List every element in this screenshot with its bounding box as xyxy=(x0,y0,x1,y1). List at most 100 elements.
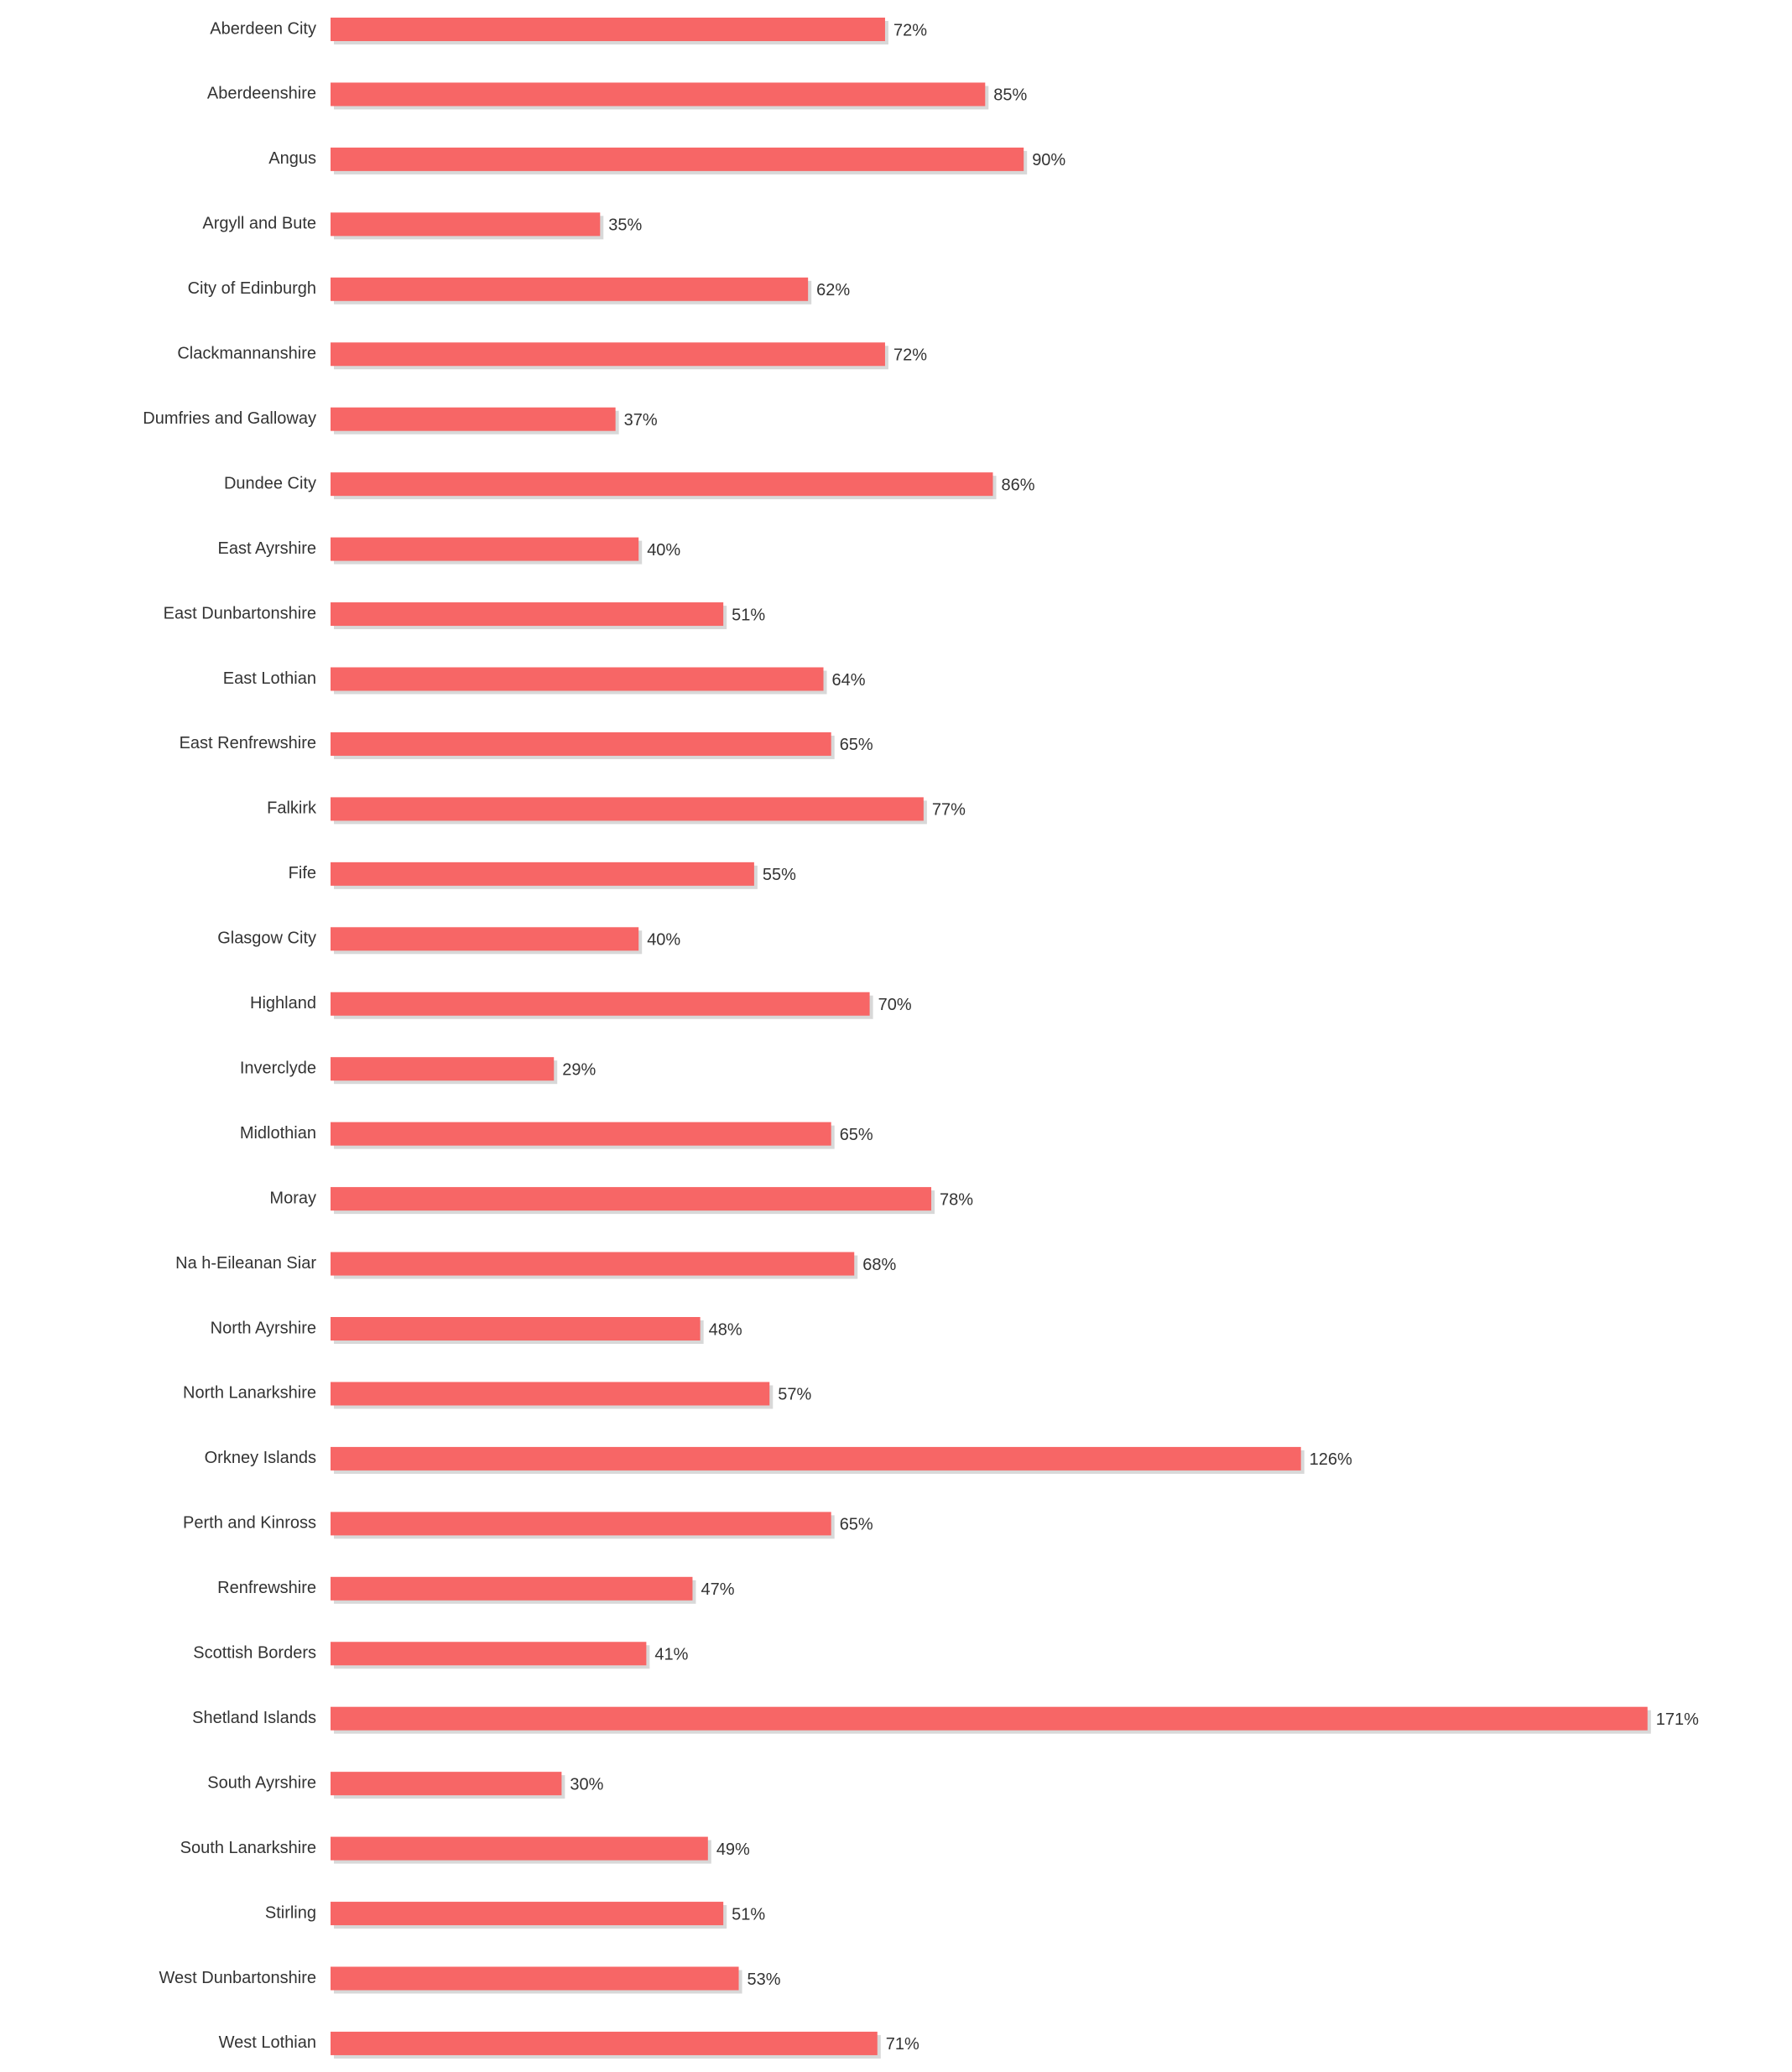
value-label: 35% xyxy=(608,216,642,235)
bar-aberdeen-city xyxy=(331,18,885,41)
bar-falkirk xyxy=(331,797,924,821)
bar-west-lothian xyxy=(331,2031,878,2055)
value-label: 65% xyxy=(840,1516,873,1534)
category-label: Falkirk xyxy=(267,799,317,818)
bar-east-lothian xyxy=(331,667,824,691)
bar-dundee-city xyxy=(331,472,993,497)
category-label: Orkney Islands xyxy=(205,1449,316,1467)
value-label: 48% xyxy=(709,1320,742,1339)
category-label: North Lanarkshire xyxy=(183,1384,316,1403)
bar-east-ayrshire xyxy=(331,537,639,561)
bar-argyll-and-bute xyxy=(331,212,601,237)
value-label: 29% xyxy=(562,1060,596,1079)
bar-inverclyde xyxy=(331,1057,555,1081)
bar-city-of-edinburgh xyxy=(331,277,809,301)
value-label: 68% xyxy=(862,1256,896,1274)
bar-dumfries-and-galloway xyxy=(331,407,616,431)
category-label: Fife xyxy=(289,864,316,882)
value-label: 77% xyxy=(932,801,966,820)
bar-perth-and-kinross xyxy=(331,1512,831,1536)
bar-north-ayrshire xyxy=(331,1317,701,1341)
bar-na-h-eileanan-siar xyxy=(331,1252,855,1276)
category-label: Stirling xyxy=(265,1903,316,1922)
category-label: South Lanarkshire xyxy=(180,1839,316,1857)
value-label: 171% xyxy=(1656,1710,1699,1729)
bar-north-lanarkshire xyxy=(331,1382,770,1406)
value-label: 65% xyxy=(840,736,873,754)
bar-east-renfrewshire xyxy=(331,731,831,756)
category-label: Glasgow City xyxy=(217,929,316,948)
value-label: 40% xyxy=(647,931,680,950)
value-label: 71% xyxy=(886,2035,919,2054)
value-label: 40% xyxy=(647,541,680,560)
category-label: Midlothian xyxy=(240,1124,316,1143)
value-label: 70% xyxy=(878,996,912,1014)
bar-clackmannanshire xyxy=(331,342,885,367)
bar-west-dunbartonshire xyxy=(331,1966,739,1991)
value-label: 72% xyxy=(893,346,927,365)
value-label: 126% xyxy=(1310,1450,1352,1469)
category-label: Angus xyxy=(268,149,316,168)
bars-layer xyxy=(331,18,1651,2059)
category-label: East Renfrewshire xyxy=(180,734,316,752)
value-label: 57% xyxy=(778,1386,811,1404)
category-label: Argyll and Bute xyxy=(202,215,316,233)
value-label: 86% xyxy=(1001,476,1034,494)
category-label: Shetland Islands xyxy=(192,1709,316,1727)
category-label: Dundee City xyxy=(224,474,316,492)
value-label: 51% xyxy=(732,1905,765,1924)
bar-aberdeenshire xyxy=(331,82,986,107)
value-label: 51% xyxy=(732,606,765,624)
category-label: East Ayrshire xyxy=(218,539,316,558)
value-label: 37% xyxy=(624,411,658,429)
bar-south-ayrshire xyxy=(331,1772,562,1796)
bar-fife xyxy=(331,862,754,886)
bar-renfrewshire xyxy=(331,1576,693,1601)
value-label: 30% xyxy=(570,1775,603,1793)
category-label: North Ayrshire xyxy=(211,1319,316,1337)
category-label: Perth and Kinross xyxy=(183,1514,316,1533)
value-label: 62% xyxy=(816,281,850,299)
value-label: 64% xyxy=(832,671,866,690)
bar-glasgow-city xyxy=(331,927,639,951)
bar-moray xyxy=(331,1187,932,1211)
bar-midlothian xyxy=(331,1122,831,1146)
category-label: South Ayrshire xyxy=(207,1773,316,1792)
value-label: 78% xyxy=(940,1190,973,1209)
bar-east-dunbartonshire xyxy=(331,602,724,627)
bar-scottish-borders xyxy=(331,1642,647,1666)
category-label: Moray xyxy=(269,1189,316,1207)
category-label: East Dunbartonshire xyxy=(164,604,316,622)
bar-angus xyxy=(331,147,1024,171)
bar-stirling xyxy=(331,1902,724,1926)
value-label: 55% xyxy=(763,866,796,884)
category-label: Dumfries and Galloway xyxy=(143,409,316,428)
category-label: Scottish Borders xyxy=(193,1644,316,1663)
value-label: 49% xyxy=(716,1840,750,1859)
category-label: Aberdeenshire xyxy=(207,85,316,103)
category-label: Aberdeen City xyxy=(210,19,316,38)
bar-highland xyxy=(331,992,870,1016)
labels-layer: Aberdeen City 72% Aberdeenshire 85% Angus 90%… xyxy=(143,19,1699,2054)
bar-shetland-islands xyxy=(331,1706,1648,1731)
category-label: West Dunbartonshire xyxy=(159,1969,317,1987)
value-label: 85% xyxy=(993,86,1027,105)
category-label: Clackmannanshire xyxy=(177,345,316,363)
value-label: 90% xyxy=(1032,151,1065,169)
category-label: City of Edinburgh xyxy=(188,279,316,298)
category-label: West Lothian xyxy=(219,2033,316,2052)
bar-south-lanarkshire xyxy=(331,1836,708,1861)
category-label: Renfrewshire xyxy=(217,1579,316,1597)
value-label: 41% xyxy=(654,1646,688,1664)
category-label: East Lothian xyxy=(223,669,316,688)
bar-orkney-islands xyxy=(331,1446,1301,1471)
value-label: 72% xyxy=(893,21,927,39)
category-label: Na h-Eileanan Siar xyxy=(175,1254,316,1273)
category-label: Highland xyxy=(250,994,316,1013)
value-label: 47% xyxy=(701,1580,734,1599)
category-label: Inverclyde xyxy=(240,1059,316,1077)
value-label: 65% xyxy=(840,1126,873,1144)
value-label: 53% xyxy=(748,1970,781,1989)
